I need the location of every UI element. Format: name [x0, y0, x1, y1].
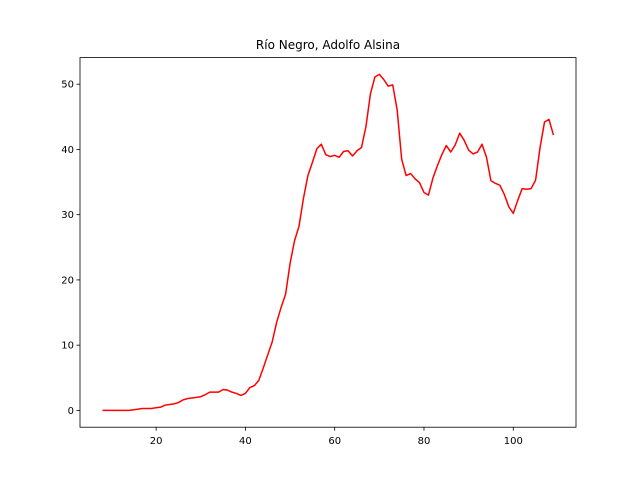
- x-tick-label: 60: [328, 436, 341, 447]
- y-tick-label: 30: [61, 210, 74, 221]
- y-tick-label: 40: [61, 145, 74, 156]
- chart-title: Río Negro, Adolfo Alsina: [256, 38, 400, 52]
- y-tick-label: 0: [68, 406, 74, 417]
- data-line: [102, 73, 555, 412]
- x-tick-label: 20: [150, 436, 163, 447]
- y-tick-label: 20: [61, 275, 74, 286]
- x-tick-label: 100: [504, 436, 523, 447]
- x-tick-label: 40: [239, 436, 252, 447]
- x-tick-label: 80: [418, 436, 431, 447]
- plot-area: 20 40 60 80 100 0 10 20 30 40 50: [61, 73, 555, 447]
- axes-frame: [79, 57, 577, 428]
- y-tick-label: 10: [61, 341, 74, 352]
- y-tick-label: 50: [61, 80, 74, 91]
